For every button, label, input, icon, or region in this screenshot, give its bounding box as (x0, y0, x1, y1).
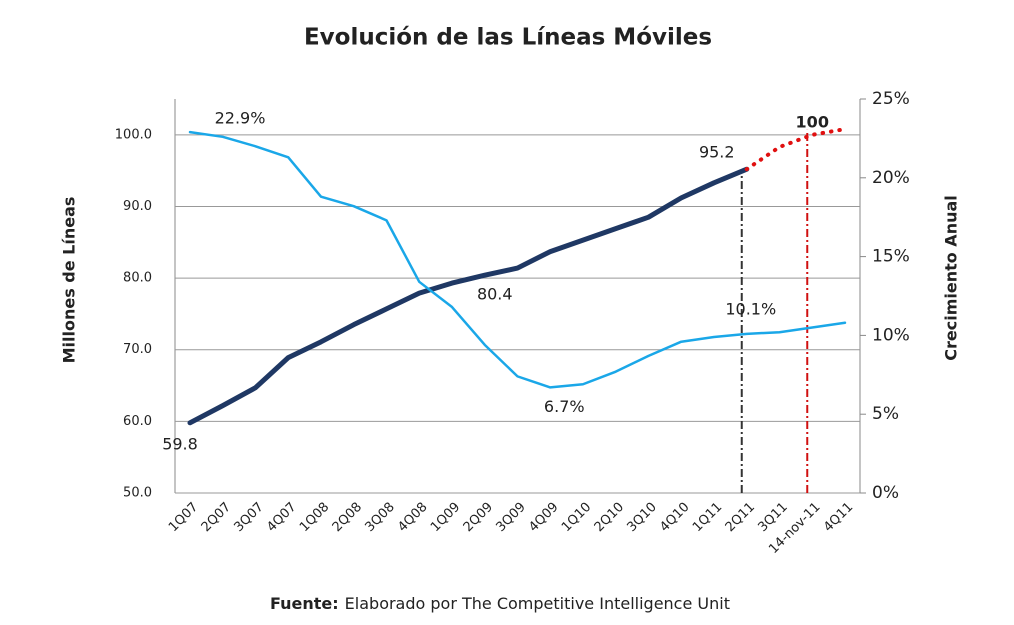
x-tick-label: 2Q11 (723, 500, 758, 535)
y-tick-label: 100.0 (115, 127, 152, 142)
y-tick-label: 50.0 (123, 486, 152, 501)
x-tick-label: 1Q10 (559, 500, 594, 535)
x-tick-label: 3Q08 (362, 500, 397, 535)
source-text: Elaborado por The Competitive Intelligen… (345, 594, 730, 613)
y-tick-label: 70.0 (123, 342, 152, 357)
y2-tick-label: 5% (872, 404, 899, 424)
line-0 (187, 166, 750, 426)
y-axis-title: Millones de Líneas (60, 197, 79, 364)
source-label: Fuente: (270, 594, 339, 613)
source: Fuente: Elaborado por The Competitive Int… (270, 594, 730, 613)
x-tick-label: 4Q09 (526, 500, 561, 535)
x-tick-label: 2Q09 (461, 500, 496, 535)
x-tick-label: 1Q11 (690, 500, 725, 535)
x-tick-label: 4Q07 (264, 500, 299, 535)
y-tick-label: 60.0 (123, 414, 152, 429)
data-label: 95.2 (699, 143, 735, 162)
y-tick-label: 80.0 (123, 271, 152, 286)
x-tick-label: 1Q08 (297, 500, 332, 535)
data-label: 10.1% (725, 299, 776, 318)
x-tick-label: 2Q08 (330, 500, 365, 535)
data-label: 80.4 (477, 285, 513, 304)
y2-axis-title: Crecimiento Anual (942, 195, 961, 361)
data-label: 59.8 (162, 434, 198, 453)
y-tick-label: 90.0 (123, 199, 152, 214)
x-tick-label: 4Q11 (821, 500, 856, 535)
x-tick-label: 3Q07 (231, 500, 266, 535)
x-tick-label: 4Q08 (395, 500, 430, 535)
line-2 (188, 130, 847, 389)
data-label: 22.9% (215, 109, 266, 128)
y2-tick-label: 20% (872, 168, 910, 188)
chart-title: Evolución de las Líneas Móviles (304, 25, 712, 51)
x-tick-label: 3Q09 (493, 500, 528, 535)
data-label: 6.7% (544, 397, 585, 416)
x-tick-label: 4Q10 (657, 500, 692, 535)
x-tick-label: 2Q07 (199, 500, 234, 535)
x-tick-label: 2Q10 (592, 500, 627, 535)
x-tick-label: 1Q07 (166, 500, 201, 535)
y2-tick-label: 25% (872, 89, 910, 109)
y2-tick-label: 10% (872, 325, 910, 345)
data-label: 100 (796, 112, 829, 131)
y2-tick-label: 15% (872, 247, 910, 267)
y2-tick-label: 0% (872, 483, 899, 503)
x-tick-label: 3Q10 (624, 500, 659, 535)
x-tick-label: 1Q09 (428, 500, 463, 535)
